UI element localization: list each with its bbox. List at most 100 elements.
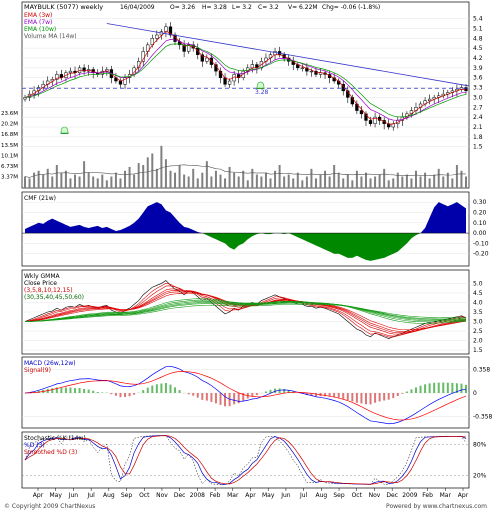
volume-bar <box>69 178 72 188</box>
support-label: 3.28 <box>255 89 269 96</box>
volume-bar <box>355 170 358 188</box>
macd-histogram-bar <box>251 393 254 397</box>
volume-bar <box>46 168 49 188</box>
macd-histogram-bar <box>64 387 67 393</box>
candle-body <box>464 87 468 92</box>
ema7-line <box>24 39 467 121</box>
cmf-y-ticks: 0.30 0.20 0.10 0.00 -0.10 -0.20 <box>473 199 489 258</box>
volume-bar <box>424 172 427 188</box>
macd-histogram-bar <box>119 393 122 398</box>
macd-histogram-bar <box>455 383 458 393</box>
macd-histogram-bar <box>424 384 427 393</box>
legend-ema7: EMA (7w) <box>24 19 52 26</box>
volume-bar <box>137 163 140 188</box>
volume-bar <box>205 161 208 188</box>
gmma-tick-label: 3.5 <box>473 309 483 316</box>
price-open: O= 3.26 <box>170 4 195 11</box>
price-tick-label: 4.2 <box>473 55 483 62</box>
volume-bar <box>187 176 190 188</box>
candle-body <box>118 80 123 85</box>
candle-body <box>68 70 73 74</box>
volume-bar <box>178 165 181 188</box>
volume-bar <box>405 174 408 188</box>
candle-body <box>387 123 391 128</box>
macd-histogram-bar <box>101 392 104 393</box>
volume-bar <box>392 178 395 188</box>
macd-histogram-bar <box>210 393 213 402</box>
volume-bar <box>410 178 413 188</box>
candle-body <box>23 97 27 100</box>
volume-bar <box>274 170 277 188</box>
x-tick-label: 2008 <box>190 492 205 499</box>
powered-by-text: Powered by www.chartnexus.com <box>386 503 487 510</box>
candle-body <box>155 34 159 39</box>
volume-bar <box>174 172 177 188</box>
volume-bar <box>314 178 317 188</box>
candle-body <box>314 70 318 75</box>
volume-bar <box>51 176 54 188</box>
stochastic-tick-label: 80% <box>473 441 487 448</box>
price-tick-label: 3.3 <box>473 85 483 92</box>
volume-bar <box>192 168 195 188</box>
volume-bar <box>24 176 26 188</box>
price-tick-label: 3.0 <box>473 94 483 101</box>
macd-histogram-bar <box>128 393 131 397</box>
gmma-title: Wkly GMMA <box>24 273 61 280</box>
candle-body <box>359 110 364 115</box>
candle-body <box>187 44 191 52</box>
price-grid <box>22 18 469 147</box>
macd-histogram-bar <box>255 393 258 396</box>
macd-histogram-bar <box>442 382 445 393</box>
volume-bar <box>310 168 313 188</box>
volume-bar <box>305 176 308 188</box>
volume-bar <box>160 145 163 188</box>
macd-histogram-bar <box>410 389 413 393</box>
macd-histogram-bar <box>169 384 172 393</box>
macd-histogram-bar <box>178 390 181 393</box>
volume-bar <box>264 172 267 188</box>
stochastic-k-line <box>24 435 467 485</box>
macd-panel-frame <box>21 356 470 429</box>
ema10-line <box>24 43 467 118</box>
volume-tick-label: 16.8M <box>1 132 18 138</box>
x-tick-label: Mar <box>227 492 239 499</box>
stochastic-panel: 80% 20% Stochastic %K (14w) %D (3) Smooth… <box>21 431 487 489</box>
volume-bar <box>242 170 245 188</box>
macd-histogram-bar <box>224 393 227 407</box>
cmf-tick-label: -0.20 <box>473 251 489 258</box>
volume-bar <box>401 176 404 188</box>
volume-bar <box>396 172 399 188</box>
price-tick-label: 1.5 <box>473 144 483 151</box>
volume-tick-label: 6.73M <box>1 164 18 170</box>
price-tick-label: 5.1 <box>473 25 483 32</box>
volume-bar <box>214 170 217 188</box>
volume-bar <box>142 165 145 188</box>
x-tick-label: Jun <box>280 492 291 499</box>
volume-bar <box>346 174 349 188</box>
volume-bar <box>278 165 281 188</box>
footer: © Copyright 2009 ChartNexus Powered by w… <box>2 502 491 512</box>
price-panel: 3.28 5.4 5.1 4.8 4.5 4.2 3.9 3.6 3.3 3.0 2.7 2.4 2.… <box>1 1 483 189</box>
candle-body <box>300 67 304 69</box>
macd-histogram-bar <box>92 390 95 393</box>
volume-bar <box>364 172 367 188</box>
gmma-legend-long: (30,35,40,45,50,60) <box>24 294 84 301</box>
macd-histogram-bar <box>324 393 327 397</box>
volume-bar <box>96 178 99 188</box>
candle-body <box>250 64 254 69</box>
cmf-panel: 0.30 0.20 0.10 0.00 -0.10 -0.20 CMF (21w) <box>21 191 489 267</box>
volume-tick-label: 3.37M <box>1 175 18 181</box>
cmf-tick-label: -0.10 <box>473 240 489 247</box>
volume-bar <box>92 176 95 188</box>
volume-bar <box>110 176 113 188</box>
volume-tick-label: 13.5M <box>1 143 18 149</box>
volume-bar <box>124 170 127 188</box>
volume-bar <box>87 172 90 188</box>
volume-bar <box>383 168 386 188</box>
macd-histogram-bar <box>451 382 454 393</box>
price-tick-label: 2.7 <box>473 104 483 111</box>
macd-signal-label: Signal(9) <box>24 367 51 374</box>
stochastic-y-ticks: 80% 20% <box>473 441 487 479</box>
macd-histogram-bar <box>124 393 127 397</box>
macd-histogram-bar <box>110 393 113 395</box>
